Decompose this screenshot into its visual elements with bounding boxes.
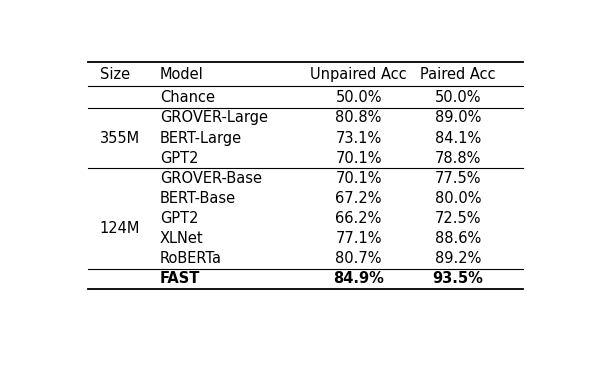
Text: 84.1%: 84.1%: [434, 131, 481, 146]
Text: 77.5%: 77.5%: [434, 171, 481, 186]
Text: GPT2: GPT2: [160, 211, 198, 226]
Text: FAST: FAST: [160, 271, 200, 286]
Text: 50.0%: 50.0%: [336, 90, 382, 105]
Text: Chance: Chance: [160, 90, 215, 105]
Text: RoBERTa: RoBERTa: [160, 251, 222, 266]
Text: 80.7%: 80.7%: [336, 251, 382, 266]
Text: 78.8%: 78.8%: [434, 151, 481, 166]
Text: 67.2%: 67.2%: [336, 191, 382, 206]
Text: 70.1%: 70.1%: [336, 171, 382, 186]
Text: BERT-Base: BERT-Base: [160, 191, 236, 206]
Text: 80.8%: 80.8%: [336, 111, 382, 126]
Text: 66.2%: 66.2%: [336, 211, 382, 226]
Text: 124M: 124M: [100, 221, 140, 236]
Text: GROVER-Base: GROVER-Base: [160, 171, 262, 186]
Text: XLNet: XLNet: [160, 231, 204, 246]
Text: 89.0%: 89.0%: [434, 111, 481, 126]
Text: 77.1%: 77.1%: [336, 231, 382, 246]
Text: Size: Size: [100, 67, 130, 82]
Text: 355M: 355M: [100, 131, 140, 146]
Text: 88.6%: 88.6%: [434, 231, 481, 246]
Text: 84.9%: 84.9%: [333, 271, 384, 286]
Text: 80.0%: 80.0%: [434, 191, 481, 206]
Text: Unpaired Acc: Unpaired Acc: [310, 67, 407, 82]
Text: 50.0%: 50.0%: [434, 90, 481, 105]
Text: 93.5%: 93.5%: [433, 271, 483, 286]
Text: GPT2: GPT2: [160, 151, 198, 166]
Text: GROVER-Large: GROVER-Large: [160, 111, 268, 126]
Text: Model: Model: [160, 67, 204, 82]
Text: BERT-Large: BERT-Large: [160, 131, 242, 146]
Text: 72.5%: 72.5%: [434, 211, 481, 226]
Text: 73.1%: 73.1%: [336, 131, 381, 146]
Text: 70.1%: 70.1%: [336, 151, 382, 166]
Text: 89.2%: 89.2%: [434, 251, 481, 266]
Text: Paired Acc: Paired Acc: [420, 67, 496, 82]
